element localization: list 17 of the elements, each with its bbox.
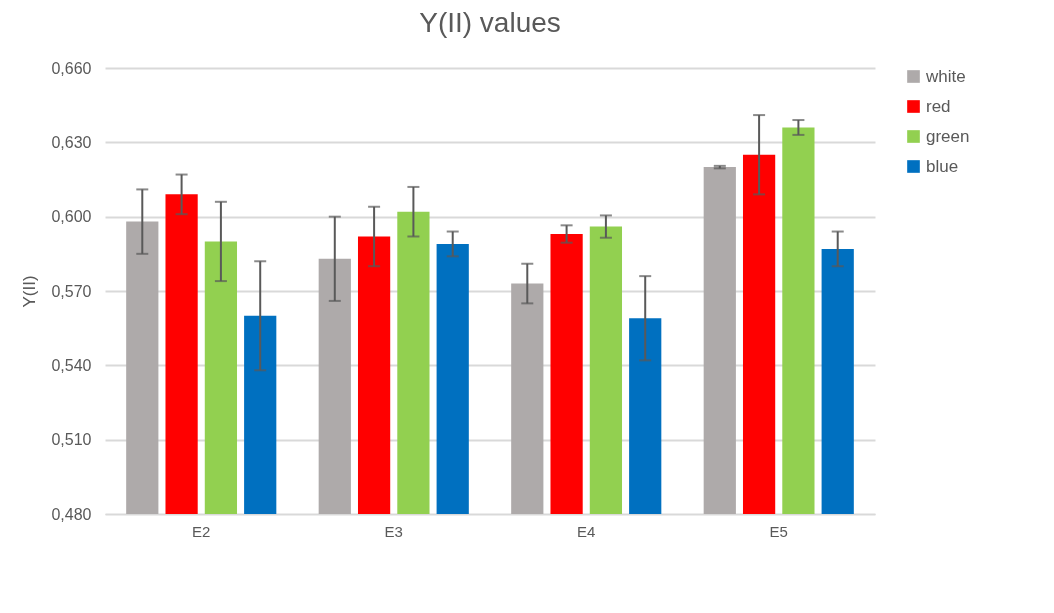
legend-label: red — [926, 96, 951, 116]
x-tick-label: E3 — [384, 522, 403, 540]
legend-label: green — [926, 126, 970, 146]
y-tick-label: 0,480 — [51, 505, 92, 523]
legend-label: white — [925, 66, 966, 86]
y-axis-title: Y(II) — [20, 275, 40, 308]
x-tick-label: E5 — [769, 522, 788, 540]
legend-label: blue — [926, 156, 959, 176]
y-tick-label: 0,660 — [51, 59, 92, 77]
y-tick-label: 0,540 — [51, 356, 92, 374]
chart-title: Y(II) values — [419, 7, 561, 38]
x-tick-label: E4 — [577, 522, 596, 540]
x-tick-label: E2 — [192, 522, 211, 540]
y-tick-label: 0,600 — [51, 208, 92, 226]
y-tick-label: 0,570 — [51, 282, 92, 300]
y-tick-label: 0,630 — [51, 133, 92, 151]
y-tick-label: 0,510 — [51, 431, 92, 449]
